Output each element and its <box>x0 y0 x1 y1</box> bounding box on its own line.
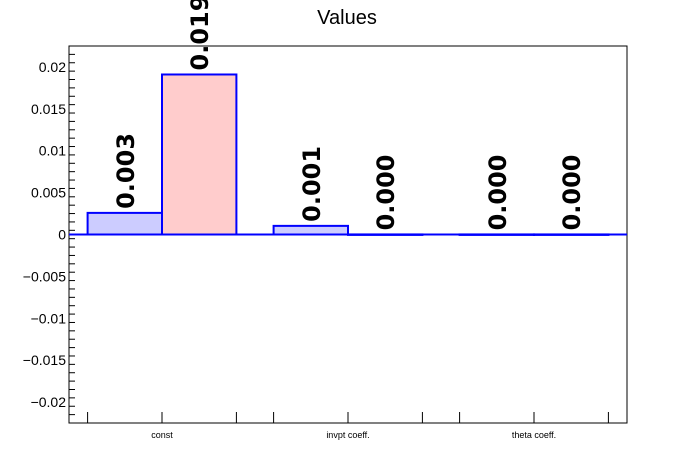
y-tick-label: 0 <box>58 227 66 243</box>
bars-layer <box>86 73 610 236</box>
data-labels-layer: 0.003 0.001 0.000 0.019 0.000 0.000 <box>112 0 586 230</box>
y-axis: −0.02 −0.015 −0.01 −0.005 0 0.005 0.01 0.015 0.0… <box>23 45 75 424</box>
x-category-label: const <box>151 430 173 440</box>
bar <box>272 224 350 236</box>
bar <box>86 211 163 236</box>
bar-value-label: 0.000 <box>372 154 400 230</box>
x-category-label: theta coeff. <box>512 430 556 440</box>
bar-value-label: 0.003 <box>112 133 140 209</box>
y-tick-label: −0.02 <box>31 394 67 410</box>
bar-value-label: 0.000 <box>484 154 512 230</box>
y-tick-label: 0.015 <box>31 101 66 117</box>
y-tick-label: 0.02 <box>39 59 66 75</box>
y-tick-label: 0.005 <box>31 185 66 201</box>
bar <box>161 73 238 236</box>
bar-value-label: 0.001 <box>298 146 326 222</box>
y-tick-label: 0.01 <box>39 143 66 159</box>
chart-title: Values <box>317 7 377 29</box>
bar-value-label: 0.019 <box>186 0 214 70</box>
bar-value-label: 0.000 <box>558 154 586 230</box>
x-axis: const invpt coeff. theta coeff. <box>87 412 609 440</box>
x-category-label: invpt coeff. <box>326 430 369 440</box>
y-tick-label: −0.005 <box>23 268 66 284</box>
y-tick-label: −0.01 <box>31 310 67 326</box>
y-tick-label: −0.015 <box>23 352 66 368</box>
